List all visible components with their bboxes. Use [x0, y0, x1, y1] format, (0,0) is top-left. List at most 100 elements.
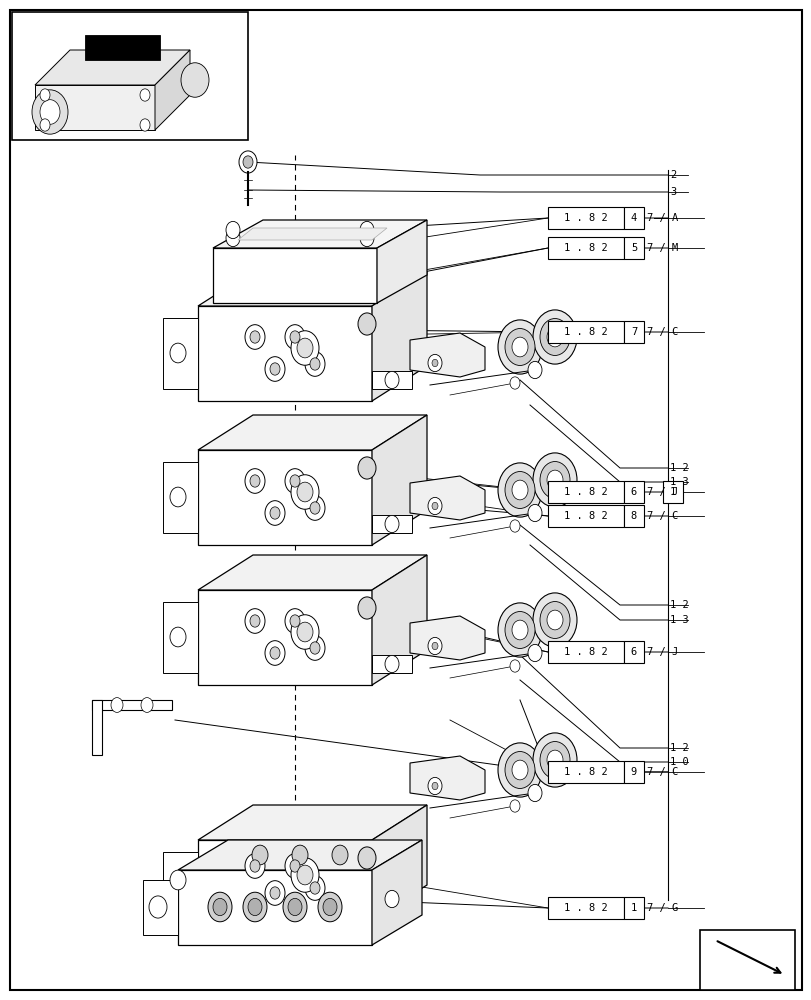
Circle shape	[509, 660, 519, 672]
Circle shape	[283, 892, 307, 922]
Circle shape	[332, 845, 348, 865]
Circle shape	[384, 515, 398, 533]
Text: 7 / A: 7 / A	[646, 213, 677, 223]
Circle shape	[290, 615, 299, 627]
Circle shape	[323, 898, 337, 916]
Circle shape	[497, 603, 541, 657]
Polygon shape	[198, 450, 371, 545]
Bar	[623, 897, 643, 919]
Circle shape	[547, 610, 562, 630]
Bar	[699, 930, 794, 990]
Bar	[547, 897, 623, 919]
Circle shape	[384, 890, 398, 908]
Circle shape	[527, 361, 541, 379]
Circle shape	[270, 507, 280, 519]
Circle shape	[527, 504, 541, 522]
Circle shape	[208, 892, 232, 922]
Polygon shape	[371, 555, 427, 685]
Polygon shape	[371, 371, 411, 389]
Circle shape	[264, 641, 285, 665]
Bar	[623, 237, 643, 259]
Bar	[547, 481, 623, 503]
Text: 1 3: 1 3	[669, 615, 688, 625]
Circle shape	[148, 896, 167, 918]
Bar	[623, 207, 643, 229]
Bar	[547, 505, 623, 527]
Circle shape	[305, 352, 324, 376]
Circle shape	[250, 475, 260, 487]
Circle shape	[169, 487, 186, 507]
Circle shape	[297, 622, 312, 642]
Circle shape	[212, 898, 227, 916]
Circle shape	[40, 119, 50, 131]
Circle shape	[290, 615, 319, 649]
Circle shape	[358, 457, 375, 479]
Text: 4: 4	[630, 213, 637, 223]
Polygon shape	[371, 805, 427, 920]
Circle shape	[359, 221, 374, 239]
Circle shape	[310, 358, 320, 370]
Circle shape	[270, 647, 280, 659]
Polygon shape	[163, 462, 198, 533]
Circle shape	[509, 377, 519, 389]
Polygon shape	[198, 555, 427, 590]
Circle shape	[539, 742, 569, 778]
Circle shape	[359, 229, 374, 247]
Text: 1: 1	[630, 903, 637, 913]
Circle shape	[504, 612, 534, 648]
Circle shape	[264, 881, 285, 905]
Bar	[623, 321, 643, 343]
Bar	[547, 237, 623, 259]
Circle shape	[427, 354, 441, 372]
Text: 1 . 8 2: 1 . 8 2	[564, 903, 607, 913]
Circle shape	[305, 496, 324, 520]
Text: 1 . 8 2: 1 . 8 2	[564, 487, 607, 497]
Polygon shape	[178, 870, 371, 945]
Circle shape	[547, 750, 562, 770]
Circle shape	[547, 470, 562, 490]
Circle shape	[285, 609, 305, 633]
Polygon shape	[238, 228, 387, 240]
Circle shape	[504, 329, 534, 365]
Polygon shape	[371, 515, 411, 533]
Circle shape	[285, 469, 305, 493]
Circle shape	[497, 320, 541, 374]
Polygon shape	[163, 602, 198, 673]
Bar	[623, 481, 643, 503]
Polygon shape	[198, 840, 371, 920]
Circle shape	[290, 475, 299, 487]
Circle shape	[297, 338, 312, 358]
Circle shape	[358, 313, 375, 335]
Circle shape	[32, 90, 68, 134]
Text: 7 / G: 7 / G	[646, 903, 677, 913]
Circle shape	[40, 100, 60, 124]
Circle shape	[310, 882, 320, 894]
Polygon shape	[410, 756, 484, 800]
Polygon shape	[198, 590, 371, 685]
Circle shape	[532, 593, 577, 647]
Circle shape	[245, 469, 264, 493]
Bar	[547, 761, 623, 783]
Bar	[547, 641, 623, 663]
Text: 1 2: 1 2	[669, 463, 688, 473]
Bar	[663, 481, 682, 503]
Circle shape	[318, 892, 341, 922]
Circle shape	[290, 331, 299, 343]
Text: 1 . 8 2: 1 . 8 2	[564, 767, 607, 777]
Circle shape	[242, 892, 267, 922]
Text: 7 / M: 7 / M	[646, 243, 677, 253]
Text: 3: 3	[669, 187, 676, 197]
Circle shape	[384, 655, 398, 673]
Text: 2: 2	[669, 170, 676, 180]
Polygon shape	[163, 318, 198, 389]
Circle shape	[509, 520, 519, 532]
Circle shape	[504, 472, 534, 508]
Circle shape	[431, 502, 437, 510]
Bar	[547, 207, 623, 229]
Circle shape	[285, 325, 305, 349]
Polygon shape	[178, 840, 422, 870]
Text: 7 / J: 7 / J	[646, 647, 677, 657]
Polygon shape	[410, 616, 484, 660]
Text: 1 2: 1 2	[669, 600, 688, 610]
Circle shape	[264, 357, 285, 381]
